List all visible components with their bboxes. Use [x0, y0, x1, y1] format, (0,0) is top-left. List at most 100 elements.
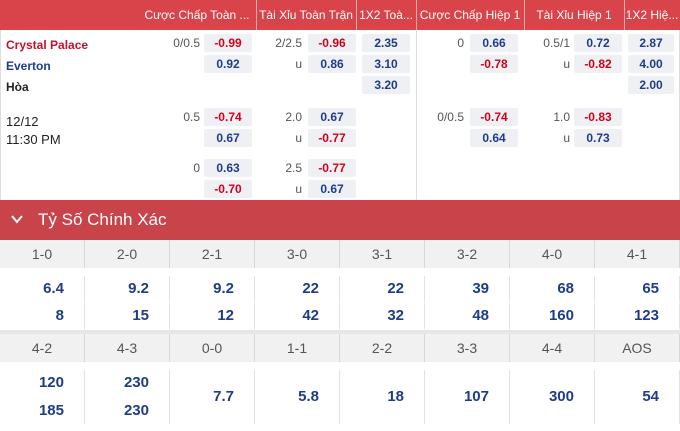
score-odds-cell[interactable] — [425, 398, 510, 424]
odds-cell[interactable]: -0.70 — [204, 180, 252, 198]
score-odds-cell[interactable]: 230 — [85, 370, 170, 396]
odds-cell[interactable]: 0.64 — [470, 129, 518, 147]
score-odds-cell[interactable]: 185 — [0, 398, 85, 424]
odds-cell[interactable]: 3.10 — [362, 55, 410, 73]
col-h1-1x2[interactable]: 1X2 Hiệ... — [625, 8, 679, 22]
score-label: 3-1 — [340, 240, 425, 268]
score-odds-cell[interactable]: 39 — [425, 276, 510, 302]
score-odds-cell[interactable] — [255, 370, 340, 396]
odds-cell[interactable]: 0.72 — [574, 34, 622, 52]
col-ft-handicap[interactable]: Cược Chấp Toàn ... — [144, 8, 250, 22]
odds-cell[interactable]: 0.63 — [204, 159, 252, 177]
score-odds-cell[interactable] — [425, 370, 510, 396]
score-odds-cell[interactable]: 120 — [0, 370, 85, 396]
odds-cell[interactable]: -0.74 — [204, 108, 252, 126]
score-label: 1-1 — [255, 334, 340, 362]
odds-cell[interactable]: -0.78 — [470, 55, 518, 73]
score-odds-cell[interactable]: 8 — [0, 303, 85, 329]
odds-cell[interactable]: -0.83 — [574, 108, 622, 126]
odds-cell[interactable]: 4.00 — [628, 55, 674, 73]
col-h1-over-under[interactable]: Tài Xỉu Hiệp 1 — [536, 8, 612, 22]
score-odds-cell[interactable]: 42 — [255, 303, 340, 329]
score-odds-cell[interactable]: 15 — [85, 303, 170, 329]
score-odds-cell[interactable]: 6.4 — [0, 276, 85, 302]
score-odds-cell[interactable]: 12 — [170, 303, 255, 329]
odds-cell[interactable]: 3.20 — [362, 76, 410, 94]
col-ft-1x2[interactable]: 1X2 Toà... — [359, 8, 413, 22]
odds-cell[interactable]: 0.67 — [308, 108, 356, 126]
score-odds-cell[interactable]: 7.7 — [170, 384, 255, 410]
score-label: 2-1 — [170, 240, 255, 268]
ft-handicap-line: 0.5 — [183, 110, 200, 124]
score-odds-cell[interactable]: 68 — [510, 276, 595, 302]
odds-cell[interactable]: 2.87 — [628, 34, 674, 52]
odds-cell[interactable]: 0.86 — [308, 55, 356, 73]
score-label: 4-1 — [595, 240, 680, 268]
correct-score-header[interactable]: Tỷ Số Chính Xác — [0, 200, 680, 240]
away-team[interactable]: Everton — [6, 59, 51, 73]
score-odds-cell[interactable] — [85, 384, 170, 410]
score-label: 2-2 — [340, 334, 425, 362]
score-label: AOS — [595, 334, 680, 362]
odds-cell[interactable]: 0.66 — [470, 34, 518, 52]
odds-cell[interactable]: 2.35 — [362, 34, 410, 52]
odds-cell[interactable]: 0.73 — [574, 129, 622, 147]
under-label: u — [563, 57, 570, 71]
h1-ou-line: 0.5/1 — [543, 36, 570, 50]
draw-label: Hòa — [6, 80, 29, 94]
h1-handicap-line: 0 — [457, 36, 464, 50]
score-label: 4-2 — [0, 334, 85, 362]
score-odds-cell[interactable]: 123 — [595, 303, 680, 329]
score-odds-cell[interactable] — [340, 370, 425, 396]
score-odds-cell[interactable]: 107 — [425, 384, 510, 410]
ft-ou-line: 2/2.5 — [275, 36, 302, 50]
score-odds-cell[interactable] — [510, 370, 595, 396]
score-odds-cell[interactable]: 22 — [255, 276, 340, 302]
score-odds-cell[interactable]: 65 — [595, 276, 680, 302]
score-label: 4-4 — [510, 334, 595, 362]
score-odds-cell[interactable] — [170, 370, 255, 396]
score-odds-cell[interactable]: 18 — [340, 384, 425, 410]
score-odds-cell[interactable]: 160 — [510, 303, 595, 329]
col-ft-over-under[interactable]: Tài Xỉu Toàn Trận — [259, 8, 353, 22]
score-label: 1-0 — [0, 240, 85, 268]
match-date: 12/12 — [6, 114, 39, 129]
chevron-down-icon[interactable] — [10, 212, 24, 226]
score-odds-cell[interactable]: 9.2 — [170, 276, 255, 302]
odds-cell[interactable]: -0.82 — [574, 55, 622, 73]
odds-cell[interactable]: -0.77 — [308, 159, 356, 177]
score-label: 3-3 — [425, 334, 510, 362]
score-odds-cell[interactable]: 48 — [425, 303, 510, 329]
score-odds-cell[interactable] — [0, 384, 85, 410]
score-label: 3-2 — [425, 240, 510, 268]
odds-header: Cược Chấp Toàn ... Tài Xỉu Toàn Trận 1X2… — [0, 0, 680, 30]
odds-cell[interactable]: 0.67 — [308, 180, 356, 198]
score-odds-cell[interactable]: 22 — [340, 276, 425, 302]
score-odds-cell[interactable]: 230 — [85, 398, 170, 424]
score-label: 2-0 — [85, 240, 170, 268]
score-label: 0-0 — [170, 334, 255, 362]
odds-cell[interactable]: -0.99 — [204, 34, 252, 52]
col-h1-handicap[interactable]: Cược Chấp Hiệp 1 — [419, 8, 521, 22]
score-odds-cell[interactable] — [595, 398, 680, 424]
odds-cell[interactable]: -0.77 — [308, 129, 356, 147]
score-odds-cell[interactable] — [255, 398, 340, 424]
under-label: u — [295, 57, 302, 71]
score-odds-cell[interactable] — [170, 398, 255, 424]
score-odds-cell[interactable] — [340, 398, 425, 424]
under-label: u — [563, 131, 570, 145]
odds-cell[interactable]: 0.67 — [204, 129, 252, 147]
odds-cell[interactable]: 2.00 — [628, 76, 674, 94]
under-label: u — [295, 182, 302, 196]
score-odds-cell[interactable]: 5.8 — [255, 384, 340, 410]
score-odds-cell[interactable]: 300 — [510, 384, 595, 410]
home-team[interactable]: Crystal Palace — [6, 38, 89, 52]
odds-cell[interactable]: -0.96 — [308, 34, 356, 52]
odds-cell[interactable]: 0.92 — [204, 55, 252, 73]
h1-handicap-line: 0/0.5 — [437, 110, 464, 124]
score-odds-cell[interactable]: 9.2 — [85, 276, 170, 302]
ft-handicap-line: 0/0.5 — [173, 36, 200, 50]
odds-cell[interactable]: -0.74 — [470, 108, 518, 126]
score-odds-cell[interactable] — [510, 398, 595, 424]
score-odds-cell[interactable]: 32 — [340, 303, 425, 329]
